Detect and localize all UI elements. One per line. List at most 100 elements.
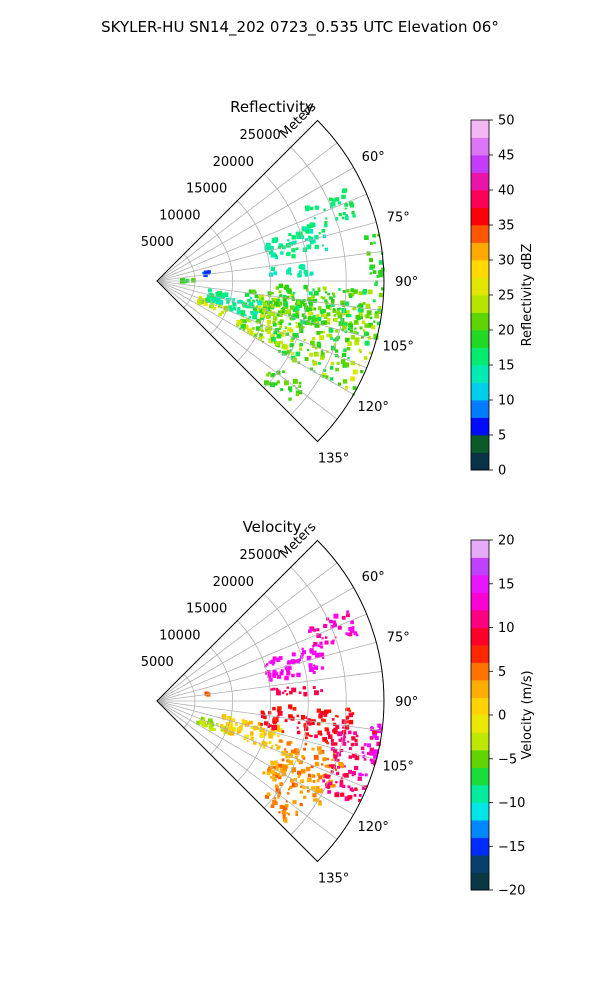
data-cell [250, 736, 254, 741]
data-cell [321, 355, 325, 359]
data-cell [345, 310, 350, 315]
data-cell [277, 658, 281, 662]
data-cell [216, 723, 219, 726]
data-cell [336, 355, 339, 358]
data-cell [282, 307, 285, 310]
data-cell [367, 743, 371, 748]
data-cell [342, 352, 347, 357]
data-cell [249, 320, 252, 323]
data-cell [332, 308, 336, 311]
polar-grid [156, 142, 384, 420]
data-cell [298, 264, 303, 269]
data-cell [342, 379, 348, 384]
data-cell [315, 652, 320, 658]
data-cell [339, 782, 344, 786]
data-cell [290, 778, 294, 783]
data-cell [335, 781, 338, 784]
data-cell [279, 244, 284, 248]
data-cell [329, 377, 334, 381]
colorbar-swatch [471, 627, 489, 646]
data-cell [339, 312, 344, 316]
data-cell [341, 216, 345, 220]
data-cell [314, 318, 319, 322]
data-cell [373, 749, 379, 755]
data-cell [303, 795, 307, 799]
data-cell [266, 301, 270, 305]
data-cell [321, 637, 324, 640]
colorbar-tick-label: 0 [498, 464, 506, 479]
data-cell [295, 392, 299, 397]
data-cell [312, 793, 317, 798]
data-cell [277, 728, 280, 732]
data-cell [377, 309, 382, 314]
colorbar-swatch [471, 785, 489, 803]
data-cell [298, 381, 302, 385]
data-cell [286, 751, 289, 754]
data-cell [348, 755, 353, 759]
data-cell [304, 357, 309, 361]
data-cell [215, 291, 218, 295]
data-cell [309, 649, 313, 652]
data-cell [285, 800, 288, 803]
data-cell [286, 671, 291, 676]
data-cell [313, 798, 317, 802]
data-cell [272, 320, 276, 325]
data-cell [320, 350, 324, 353]
data-cell [332, 198, 336, 202]
data-cell [201, 716, 204, 720]
data-cell [323, 623, 328, 628]
data-cell [267, 309, 272, 315]
data-cell [324, 291, 328, 294]
data-cell [324, 640, 329, 645]
data-cell [276, 708, 280, 712]
data-cell [205, 298, 210, 303]
data-cell [314, 761, 320, 767]
data-cell [307, 297, 311, 301]
data-cell [326, 731, 331, 735]
data-cell [369, 747, 374, 752]
data-cell [231, 300, 235, 304]
data-cell [344, 796, 350, 802]
data-cell [322, 331, 325, 334]
data-cell [265, 242, 271, 248]
data-cell [326, 301, 329, 304]
data-cell [208, 722, 212, 726]
data-cell [362, 289, 368, 294]
colorbar-tick-label: 20 [498, 324, 515, 339]
data-cell [248, 315, 252, 319]
data-cell [376, 275, 380, 278]
data-cell [272, 322, 277, 327]
data-cell [289, 690, 293, 695]
data-cell [312, 314, 316, 318]
data-cell [364, 235, 369, 240]
colorbar-tick-label: −5 [498, 752, 517, 767]
data-cell [310, 316, 313, 319]
data-cell [333, 753, 336, 756]
data-cell [288, 660, 292, 664]
data-cell [279, 322, 283, 325]
data-cell [355, 337, 360, 342]
data-cell [236, 728, 242, 733]
data-cell [341, 194, 346, 200]
data-cell [211, 724, 214, 727]
data-cell [282, 768, 287, 773]
data-cell [354, 755, 360, 761]
data-cell [297, 775, 301, 778]
data-cell [320, 710, 325, 716]
data-cell [253, 741, 257, 745]
data-cell [314, 205, 319, 210]
data-cell [328, 197, 333, 201]
data-cell [317, 722, 321, 726]
data-cell [312, 671, 316, 674]
data-cell [289, 316, 294, 321]
data-cell [336, 715, 339, 718]
data-cell [249, 720, 253, 725]
azimuth-line [156, 280, 338, 420]
range-tick-label: 5000 [141, 655, 174, 670]
data-cell [351, 771, 356, 776]
data-cell [261, 311, 264, 315]
data-cell [300, 299, 305, 304]
data-cell [330, 624, 334, 629]
data-cell [311, 294, 315, 298]
data-cell [204, 302, 208, 307]
